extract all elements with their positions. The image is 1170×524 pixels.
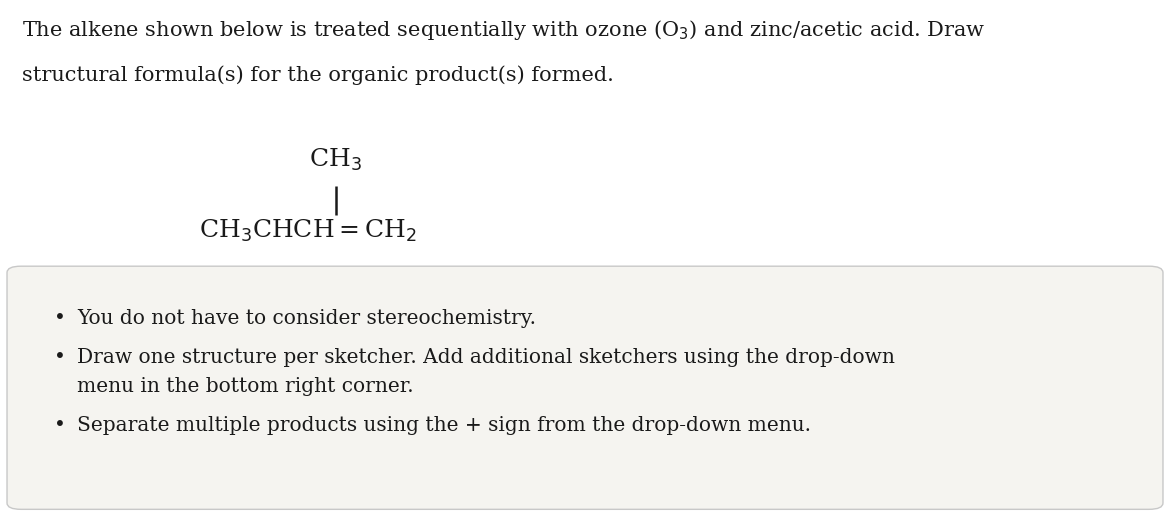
Text: The alkene shown below is treated sequentially with ozone (O$_3$) and zinc/aceti: The alkene shown below is treated sequen… bbox=[22, 18, 985, 42]
FancyBboxPatch shape bbox=[7, 266, 1163, 509]
Text: •: • bbox=[54, 348, 66, 367]
Text: •: • bbox=[54, 309, 66, 328]
Text: You do not have to consider stereochemistry.: You do not have to consider stereochemis… bbox=[77, 309, 536, 328]
Text: CH$_3$: CH$_3$ bbox=[309, 147, 363, 173]
Text: menu in the bottom right corner.: menu in the bottom right corner. bbox=[77, 377, 414, 396]
Text: CH$_3$CHCH$=$CH$_2$: CH$_3$CHCH$=$CH$_2$ bbox=[199, 217, 417, 244]
Text: Draw one structure per sketcher. Add additional sketchers using the drop-down: Draw one structure per sketcher. Add add… bbox=[77, 348, 895, 367]
Text: structural formula(s) for the organic product(s) formed.: structural formula(s) for the organic pr… bbox=[22, 66, 614, 85]
Text: •: • bbox=[54, 416, 66, 435]
Text: Separate multiple products using the + sign from the drop-down menu.: Separate multiple products using the + s… bbox=[77, 416, 811, 435]
